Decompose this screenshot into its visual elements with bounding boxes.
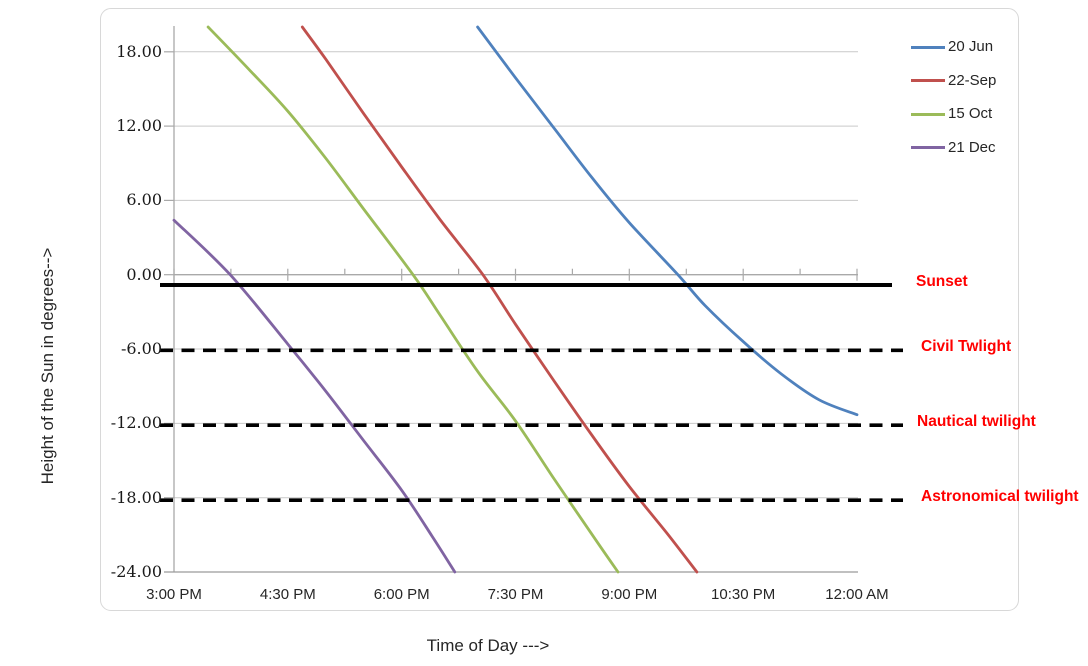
ref-label-nautical-twilight: Nautical twilight	[917, 413, 1036, 431]
ref-label-sunset: Sunset	[916, 273, 968, 290]
legend-line-swatch-15-oct	[911, 112, 945, 116]
y-tick-label--6: -6.00	[120, 339, 162, 359]
legend-label-22-sep: 22-Sep	[948, 71, 997, 89]
legend-item-15-oct: 15 Oct	[911, 105, 992, 123]
series-line-15-oct	[206, 25, 620, 574]
y-axis-title: Height of the Sun in degrees-->	[38, 247, 57, 485]
legend-item-21-dec: 21 Dec	[911, 139, 996, 157]
y-tick-label--24: -24.00	[110, 562, 162, 581]
x-tick-label-6-00-pm: 6:00 PM	[373, 586, 430, 603]
series-line-20-jun	[476, 25, 859, 417]
legend-item-22-sep: 22-Sep	[911, 72, 996, 90]
x-tick-label-7-30-pm: 7:30 PM	[487, 586, 544, 603]
chart-border-frame	[100, 8, 1019, 611]
legend-label-20-jun: 20 Jun	[948, 38, 994, 55]
legend-line-swatch-20-jun	[911, 45, 945, 49]
legend-item-20-jun: 20 Jun	[911, 38, 993, 56]
legend-line-swatch-21-dec	[911, 146, 945, 149]
x-tick-label-3-00-pm: 3:00 PM	[146, 586, 202, 603]
x-tick-label-10-30-pm: 10:30 PM	[711, 586, 776, 603]
legend-label-21-dec: 21 Dec	[948, 138, 996, 156]
legend-label-15-oct: 15 Oct	[948, 105, 993, 122]
y-tick-label-18: 18.00	[116, 41, 162, 61]
series-line-21-dec	[172, 218, 457, 574]
x-tick-label-12-00-am: 12:00 AM	[825, 586, 889, 603]
y-tick-label--18: -18.00	[110, 487, 162, 507]
series-line-22-sep	[300, 25, 699, 574]
y-tick-label-0: 0.00	[126, 264, 162, 284]
y-tick-label--12: -12.00	[110, 413, 162, 433]
x-tick-label-4-30-pm: 4:30 PM	[259, 586, 316, 603]
ref-label-astronomical-twilight: Astronomical twilight	[921, 488, 1079, 506]
x-axis-title: Time of Day --->	[426, 636, 550, 655]
y-tick-label-12: 12.00	[116, 116, 162, 136]
legend-line-swatch-22-sep	[911, 79, 945, 82]
ref-label-civil-twlight: Civil Twlight	[921, 338, 1012, 356]
x-tick-label-9-00-pm: 9:00 PM	[601, 586, 658, 603]
y-tick-label-6: 6.00	[126, 190, 162, 210]
